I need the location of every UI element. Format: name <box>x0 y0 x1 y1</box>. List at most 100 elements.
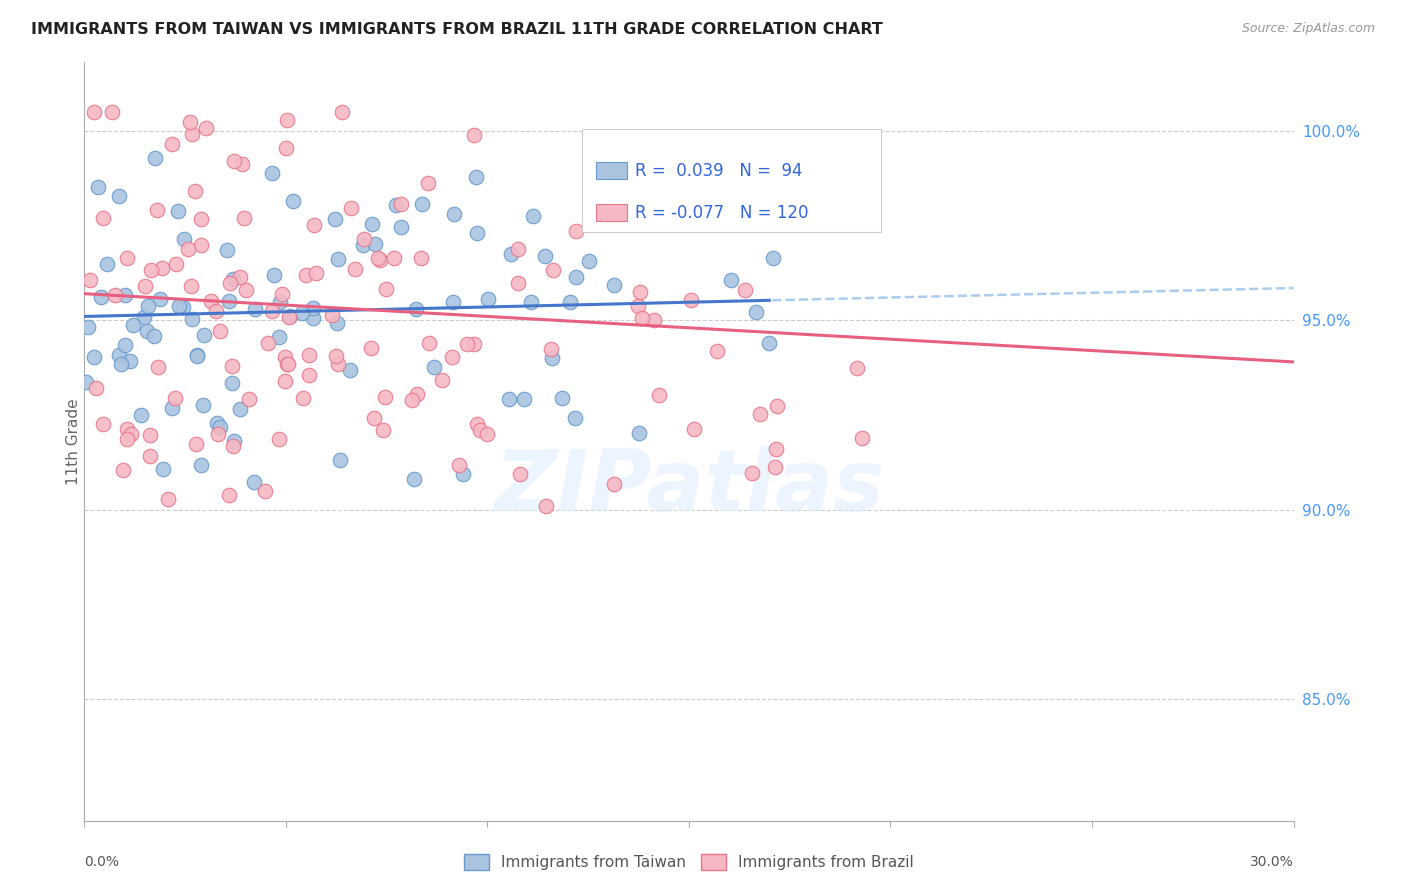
Point <box>602 477 624 491</box>
Point <box>508 242 530 256</box>
Point <box>627 426 650 441</box>
Point <box>149 292 172 306</box>
Point <box>385 198 408 212</box>
Point <box>283 194 305 209</box>
Point <box>443 207 465 221</box>
Point <box>135 325 157 339</box>
Point <box>418 335 440 350</box>
Point <box>172 301 194 315</box>
Point <box>339 363 361 377</box>
Point <box>498 392 520 407</box>
Point <box>323 212 346 227</box>
Point <box>343 261 366 276</box>
Point <box>139 449 162 463</box>
Point <box>363 410 385 425</box>
Point <box>107 189 129 203</box>
Point <box>267 432 290 446</box>
Point <box>260 166 283 180</box>
Point <box>406 387 429 401</box>
Point <box>745 305 768 319</box>
Point <box>848 182 870 196</box>
Point <box>177 242 200 256</box>
Point <box>321 309 343 323</box>
Point <box>163 391 186 405</box>
Point <box>477 292 499 306</box>
Point <box>87 179 110 194</box>
Point <box>120 354 142 368</box>
Point <box>292 391 315 405</box>
Point <box>302 301 325 315</box>
Point <box>374 390 396 404</box>
Point <box>628 285 651 300</box>
Text: R = -0.077   N = 120: R = -0.077 N = 120 <box>636 203 808 222</box>
Point <box>758 335 780 350</box>
Point <box>260 304 283 318</box>
Point <box>224 434 246 449</box>
Text: 30.0%: 30.0% <box>1250 855 1294 869</box>
Point <box>675 152 697 166</box>
Point <box>371 423 394 437</box>
Point <box>534 249 557 263</box>
Point <box>578 253 600 268</box>
Point <box>186 349 208 363</box>
Point <box>409 251 432 265</box>
Point <box>765 399 787 413</box>
Point <box>364 237 387 252</box>
Point <box>157 492 180 507</box>
Point <box>190 238 212 252</box>
Point <box>218 276 240 290</box>
Point <box>179 114 201 128</box>
Point <box>190 458 212 473</box>
Point <box>254 483 277 498</box>
Point <box>846 360 869 375</box>
Point <box>221 376 243 391</box>
Point <box>520 295 543 310</box>
Point <box>257 336 280 351</box>
Point <box>274 350 297 364</box>
Point <box>165 257 187 271</box>
Point <box>232 211 254 226</box>
Point <box>541 262 564 277</box>
Legend: Immigrants from Taiwan, Immigrants from Brazil: Immigrants from Taiwan, Immigrants from … <box>464 854 914 870</box>
Y-axis label: 11th Grade: 11th Grade <box>66 398 80 485</box>
Point <box>121 427 143 442</box>
Point <box>389 220 412 235</box>
Point <box>375 282 398 296</box>
Point <box>96 257 118 271</box>
Point <box>411 197 433 211</box>
Point <box>221 359 243 373</box>
Point <box>464 169 486 184</box>
Point <box>229 269 252 284</box>
Point <box>593 196 616 211</box>
Point <box>541 351 564 365</box>
Point <box>181 312 204 326</box>
Point <box>145 203 167 218</box>
Point <box>416 176 439 190</box>
Point <box>200 293 222 308</box>
Point <box>243 475 266 489</box>
Point <box>215 243 238 257</box>
Point <box>263 268 285 283</box>
Point <box>83 350 105 364</box>
Point <box>501 247 523 261</box>
Point <box>205 416 228 430</box>
Point <box>720 273 742 287</box>
Point <box>749 407 772 421</box>
Point <box>204 304 226 318</box>
Point <box>208 324 231 338</box>
Point <box>139 428 162 442</box>
Point <box>679 293 702 307</box>
Point <box>86 381 108 395</box>
Point <box>115 422 138 436</box>
Point <box>325 349 347 363</box>
Point <box>367 251 389 265</box>
Point <box>565 224 588 238</box>
Text: IMMIGRANTS FROM TAIWAN VS IMMIGRANTS FROM BRAZIL 11TH GRADE CORRELATION CHART: IMMIGRANTS FROM TAIWAN VS IMMIGRANTS FRO… <box>31 22 883 37</box>
Point <box>423 359 446 374</box>
Point <box>280 310 302 324</box>
Point <box>565 269 588 284</box>
Point <box>104 287 127 301</box>
Point <box>681 185 703 199</box>
Point <box>430 373 453 387</box>
Point <box>186 437 208 451</box>
